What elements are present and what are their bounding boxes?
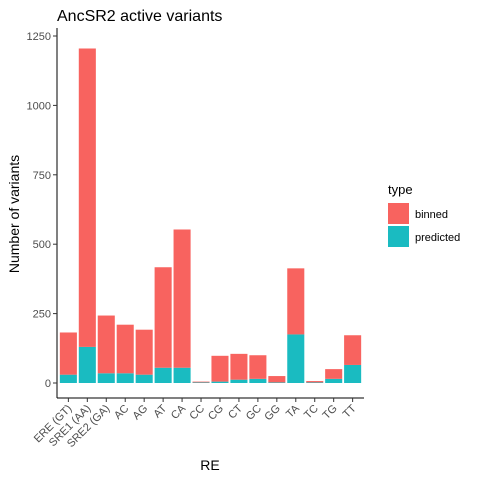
legend-key-binned (388, 203, 409, 224)
x-tick-label: TC (302, 403, 321, 422)
bar-predicted-15 (344, 364, 362, 383)
y-tick-label: 0 (45, 378, 51, 390)
bar-predicted-5 (154, 367, 172, 383)
x-tick-label: CC (187, 403, 207, 423)
bar-binned-2 (97, 315, 115, 374)
bar-binned-3 (116, 324, 134, 374)
bar-predicted-10 (249, 378, 267, 383)
bar-binned-15 (344, 335, 362, 365)
x-tick-label: CT (226, 402, 245, 421)
bar-binned-12 (287, 268, 305, 335)
bar-binned-7 (192, 381, 210, 383)
bar-predicted-9 (230, 379, 248, 383)
bar-predicted-2 (97, 373, 115, 383)
bar-predicted-3 (116, 373, 134, 383)
plot-area (59, 48, 362, 383)
bar-binned-11 (268, 376, 286, 383)
bar-binned-4 (135, 329, 153, 375)
x-tick-label: TT (341, 402, 359, 420)
bar-binned-6 (173, 229, 191, 368)
legend-label-predicted: predicted (415, 232, 460, 244)
x-axis-title: RE (200, 457, 219, 473)
bar-binned-8 (211, 355, 229, 382)
legend-title: type (388, 182, 413, 197)
x-tick-label: TA (284, 402, 302, 420)
bar-predicted-1 (78, 346, 96, 383)
x-tick-label: AC (112, 403, 131, 422)
y-tick-label: 1000 (27, 100, 51, 112)
x-tick-label: GG (262, 403, 283, 424)
y-tick-label: 1250 (27, 31, 51, 43)
bar-predicted-14 (325, 378, 343, 383)
bar-binned-1 (78, 48, 96, 347)
legend-label-binned: binned (415, 209, 448, 221)
bar-predicted-6 (173, 367, 191, 383)
bar-binned-10 (249, 355, 267, 379)
bar-predicted-13 (306, 382, 324, 383)
x-tick-label: CG (206, 403, 226, 423)
bar-predicted-7 (192, 382, 210, 383)
bar-binned-0 (59, 332, 77, 375)
chart-title: AncSR2 active variants (57, 8, 222, 25)
y-tick-label: 750 (33, 170, 51, 182)
x-tick-label: AG (131, 403, 151, 423)
bar-binned-5 (154, 267, 172, 368)
y-axis-title: Number of variants (6, 155, 22, 273)
bar-predicted-11 (268, 382, 286, 383)
bar-binned-9 (230, 353, 248, 380)
y-axis: 0 250 500 750 1000 1250 (27, 28, 58, 398)
bar-predicted-0 (59, 374, 77, 383)
x-tick-label: GC (244, 403, 264, 423)
x-tick-label: AT (151, 402, 169, 420)
legend-key-predicted (388, 226, 409, 247)
bar-binned-14 (325, 369, 343, 379)
legend: type binned predicted (388, 182, 460, 247)
x-tick-label: TG (321, 403, 340, 422)
bar-predicted-8 (211, 381, 229, 383)
y-tick-label: 250 (33, 309, 51, 321)
bar-predicted-12 (287, 334, 305, 383)
bar-predicted-4 (135, 374, 153, 383)
bar-binned-13 (306, 381, 324, 383)
x-tick-label: CA (169, 402, 189, 422)
y-tick-label: 500 (33, 239, 51, 251)
